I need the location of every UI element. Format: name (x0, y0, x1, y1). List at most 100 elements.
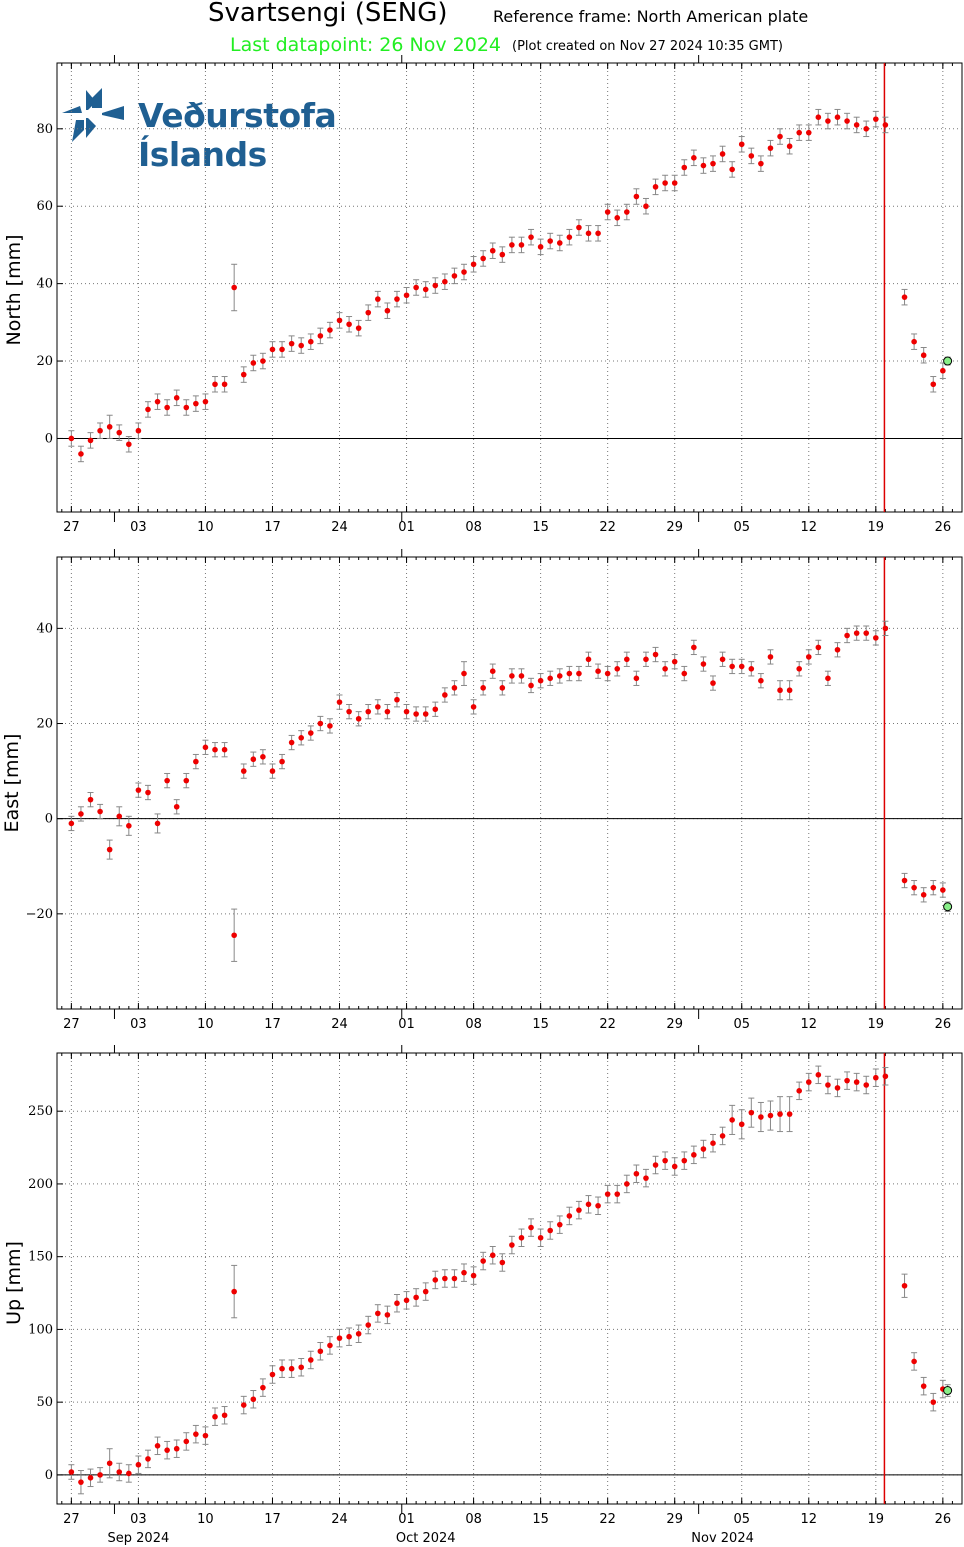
data-point (250, 756, 257, 763)
data-point (327, 327, 333, 333)
data-point (432, 706, 439, 713)
data-point (499, 1259, 506, 1266)
data-point (394, 1300, 400, 1307)
data-point (911, 1358, 917, 1365)
data-point (250, 360, 257, 366)
month-label: Sep 2024 (108, 1531, 170, 1546)
data-point (346, 321, 352, 328)
data-point (509, 1242, 515, 1248)
data-point (595, 230, 601, 237)
data-point (269, 768, 276, 774)
data-point (700, 661, 707, 667)
data-point (518, 673, 525, 679)
data-point (537, 677, 544, 684)
data-point (834, 114, 841, 120)
reference-frame-label: Reference frame: North American plate (493, 7, 809, 26)
last-data-point (943, 1386, 953, 1396)
data-point (528, 1224, 534, 1231)
data-point (260, 754, 266, 760)
x-tick-label: 29 (666, 1017, 683, 1032)
data-point (442, 278, 448, 285)
data-point (183, 1438, 190, 1445)
x-tick-label: 24 (331, 1512, 348, 1527)
data-point (480, 255, 486, 262)
data-point (729, 1117, 735, 1123)
x-tick-label: 22 (599, 520, 616, 535)
data-point (777, 687, 783, 694)
x-tick-label: 27 (63, 1017, 80, 1032)
data-point (499, 251, 506, 258)
data-point (288, 1365, 295, 1372)
data-point (604, 670, 611, 677)
data-point (480, 1258, 486, 1264)
data-point (853, 1079, 860, 1085)
data-point (489, 1252, 496, 1259)
data-point (537, 244, 544, 250)
data-point (767, 145, 774, 151)
data-point (873, 635, 879, 641)
data-point (624, 1181, 630, 1187)
x-tick-label: 29 (666, 520, 683, 535)
x-tick-label: 24 (331, 520, 348, 535)
data-point (375, 704, 381, 710)
data-point (940, 367, 946, 374)
data-point (375, 296, 381, 302)
data-point (231, 284, 237, 291)
data-point (652, 651, 659, 658)
x-tick-label: 08 (465, 1512, 482, 1527)
data-point (710, 1140, 716, 1146)
x-tick-label: 15 (532, 1017, 549, 1032)
data-point (700, 1146, 707, 1152)
data-point (729, 663, 735, 670)
data-point (528, 234, 534, 240)
data-point (164, 777, 170, 784)
data-point (365, 1322, 372, 1328)
data-point (547, 1227, 554, 1234)
data-point (135, 1461, 142, 1468)
data-point (585, 656, 592, 663)
data-point (499, 685, 506, 691)
y-tick-label: 50 (36, 1395, 53, 1410)
data-point (652, 184, 659, 190)
data-point (671, 180, 678, 186)
data-point (470, 1272, 477, 1279)
data-point (212, 381, 218, 388)
x-tick-label: 03 (130, 1512, 147, 1527)
data-point (288, 739, 295, 746)
data-point (681, 670, 688, 677)
y-tick-label: 20 (36, 354, 53, 369)
data-point (432, 282, 439, 289)
data-point (145, 789, 151, 796)
y-tick-label: 60 (36, 199, 53, 214)
y-tick-label: 200 (28, 1177, 53, 1192)
data-point (805, 654, 812, 660)
data-point (767, 1112, 774, 1119)
data-point (202, 744, 209, 751)
data-point (547, 675, 554, 682)
data-point (288, 340, 295, 347)
plot-frame (56, 62, 963, 513)
month-label: Nov 2024 (691, 1531, 754, 1546)
data-point (422, 1288, 429, 1295)
data-point (863, 126, 870, 132)
data-point (729, 166, 735, 173)
data-point (307, 730, 314, 736)
data-point (260, 1384, 266, 1391)
x-tick-label: 08 (465, 520, 482, 535)
data-point (671, 658, 678, 665)
data-point (901, 877, 908, 884)
data-point (853, 630, 860, 636)
data-point (815, 644, 822, 651)
y-tick-label: −20 (26, 907, 53, 922)
data-point (920, 892, 927, 898)
x-tick-label: 17 (264, 1017, 281, 1032)
data-point (78, 451, 84, 457)
data-point (834, 1085, 841, 1091)
data-point (97, 808, 103, 815)
data-point (566, 1213, 573, 1219)
y-tick-label: 250 (28, 1104, 53, 1119)
x-tick-label: 12 (800, 520, 817, 535)
data-point (719, 1133, 726, 1139)
data-point (748, 1109, 755, 1116)
station-title: Svartsengi (SENG) (208, 0, 448, 28)
